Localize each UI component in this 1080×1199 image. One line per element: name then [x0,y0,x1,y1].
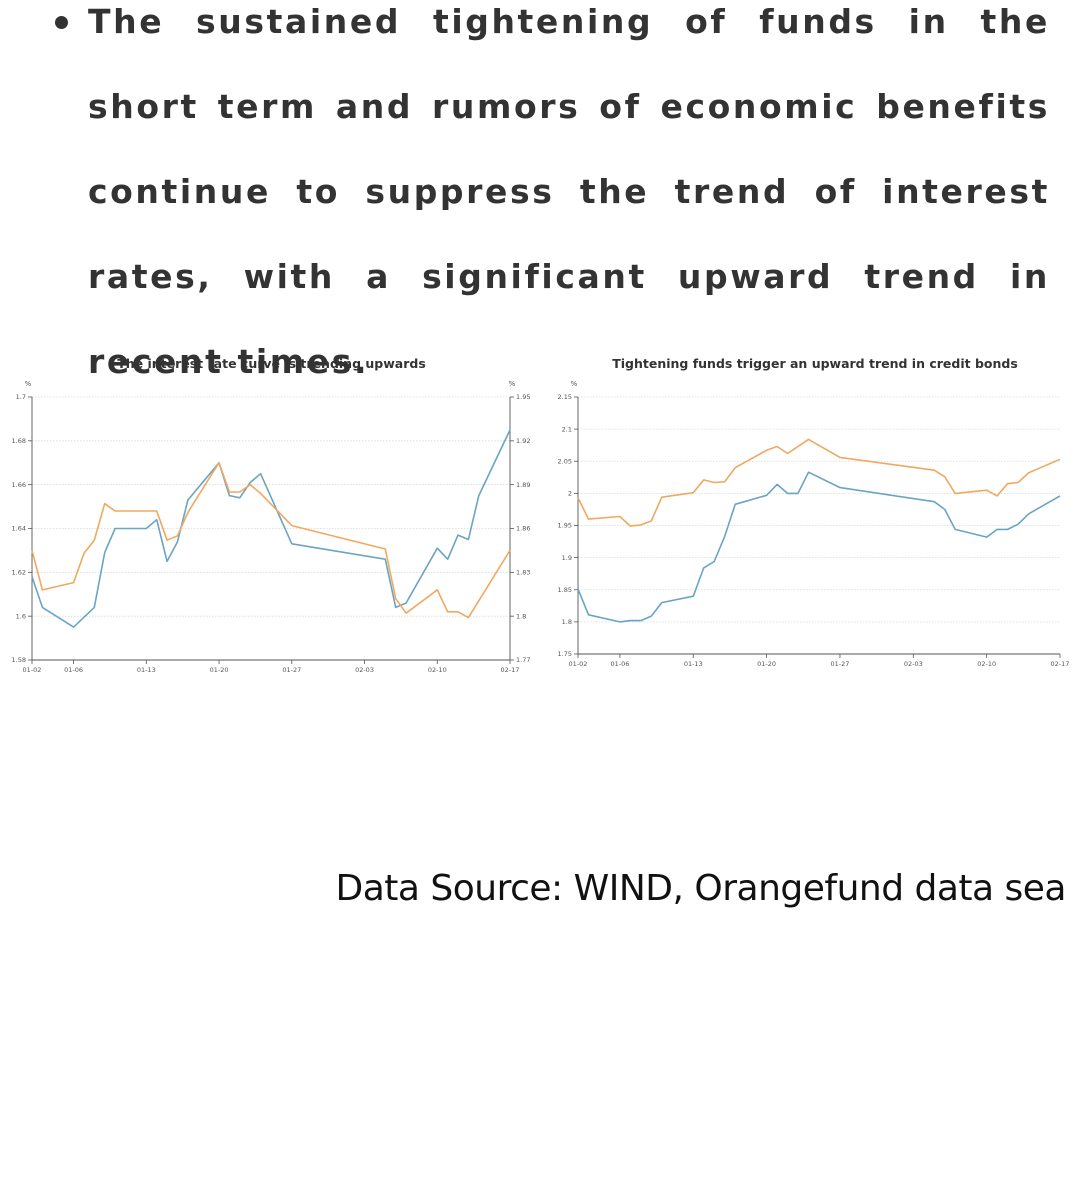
interest-rate-chart-svg: The interest rate curve is trending upwa… [12,356,531,674]
y-tick-label: 2 [568,490,572,498]
y-tick-label: 1.64 [12,525,26,533]
y-right-tick-label: 1.77 [516,656,530,664]
x-tick-label: 02-03 [904,660,923,668]
x-tick-label: 02-17 [501,666,520,674]
y-tick-label: 1.58 [12,656,26,664]
x-tick-label: 02-03 [355,666,374,674]
interest-rate-chart: The interest rate curve is trending upwa… [8,348,535,690]
y-tick-label: 1.68 [12,437,26,445]
bullet-dot [55,16,68,29]
x-tick-label: 02-10 [977,660,996,668]
series-line-2 [31,461,511,619]
series-line-1 [31,429,511,628]
y-tick-label: 1.75 [558,650,572,658]
x-tick-label: 01-27 [831,660,850,668]
y-right-tick-label: 1.86 [516,525,530,533]
x-tick-label: 01-27 [282,666,301,674]
y-right-tick-label: 1.8 [516,612,526,620]
y-right-tick-label: 1.95 [516,393,530,401]
x-tick-label: 01-02 [23,666,42,674]
y-tick-label: 2.05 [558,457,572,465]
chart-title: The interest rate curve is trending upwa… [117,356,426,371]
y-tick-label: 2.1 [562,425,572,433]
left-axis-unit: % [571,380,578,388]
x-tick-label: 01-06 [64,666,83,674]
series-line-2 [577,471,1061,623]
bullet-text: The sustained tightening of funds in the… [88,2,1050,381]
y-tick-label: 1.6 [16,612,26,620]
x-tick-label: 02-17 [1051,660,1070,668]
right-axis-unit: % [509,380,516,388]
y-right-tick-label: 1.92 [516,437,530,445]
credit-bond-chart: Tightening funds trigger an upward trend… [555,348,1075,690]
y-tick-label: 1.7 [16,393,26,401]
x-tick-label: 02-10 [428,666,447,674]
y-tick-label: 1.62 [12,569,26,577]
x-tick-label: 01-13 [137,666,156,674]
x-tick-label: 01-20 [757,660,776,668]
series-line-1 [577,438,1061,527]
y-right-tick-label: 1.83 [516,569,530,577]
y-tick-label: 1.85 [558,586,572,594]
x-tick-label: 01-13 [684,660,703,668]
data-source-note: Data Source: WIND, Orangefund data sea [335,868,1067,909]
y-right-tick-label: 1.89 [516,481,530,489]
x-tick-label: 01-02 [569,660,588,668]
x-tick-label: 01-20 [210,666,229,674]
credit-bond-chart-svg: Tightening funds trigger an upward trend… [558,356,1070,668]
y-tick-label: 1.8 [562,618,572,626]
y-tick-label: 2.15 [558,393,572,401]
bullet-item: The sustained tightening of funds in the… [55,0,1050,425]
x-tick-label: 01-06 [610,660,629,668]
y-tick-label: 1.95 [558,522,572,530]
y-tick-label: 1.9 [562,554,572,562]
chart-title: Tightening funds trigger an upward trend… [612,356,1018,371]
left-axis-unit: % [25,380,32,388]
y-tick-label: 1.66 [12,481,26,489]
